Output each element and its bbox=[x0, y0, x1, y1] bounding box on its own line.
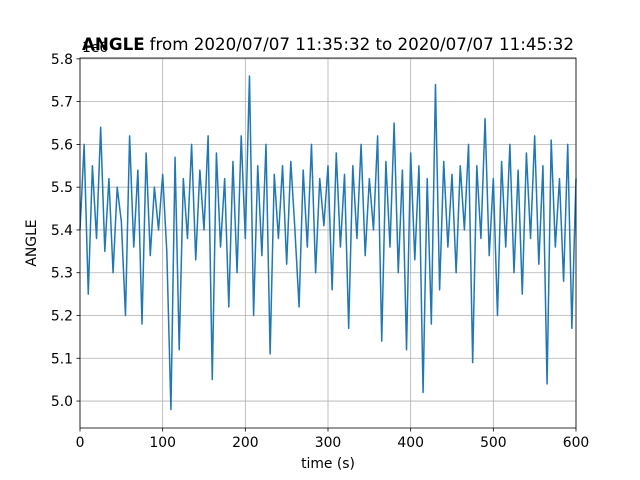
y-tick-label: 5.1 bbox=[51, 351, 73, 367]
title-rest: from 2020/07/07 11:35:32 to 2020/07/07 1… bbox=[150, 34, 574, 54]
y-tick-label: 5.8 bbox=[51, 52, 73, 68]
y-tick-label: 5.2 bbox=[51, 309, 73, 325]
x-tick-label: 400 bbox=[397, 435, 424, 451]
y-tick-label: 5.6 bbox=[51, 137, 73, 153]
x-tick-label: 200 bbox=[232, 435, 259, 451]
y-axis-label: ANGLE bbox=[24, 219, 40, 266]
title-bold: ANGLE bbox=[82, 34, 145, 54]
data-line bbox=[79, 75, 577, 411]
x-tick-label: 600 bbox=[563, 435, 590, 451]
x-tick-label: 100 bbox=[149, 435, 176, 451]
y-tick-label: 5.3 bbox=[51, 266, 73, 282]
y-tick-label: 5.5 bbox=[51, 180, 73, 196]
y-offset-label: 1e6 bbox=[82, 40, 108, 56]
chart-title: ANGLE from 2020/07/07 11:35:32 to 2020/07… bbox=[82, 34, 574, 54]
y-tick-label: 5.4 bbox=[51, 223, 73, 239]
y-tick-label: 5.7 bbox=[51, 95, 73, 111]
y-tick-label: 5.0 bbox=[51, 394, 73, 410]
x-tick-label: 500 bbox=[480, 435, 507, 451]
x-axis-label: time (s) bbox=[301, 456, 355, 472]
plot-frame bbox=[79, 57, 577, 429]
x-tick-label: 300 bbox=[315, 435, 342, 451]
x-tick-label: 0 bbox=[76, 435, 85, 451]
